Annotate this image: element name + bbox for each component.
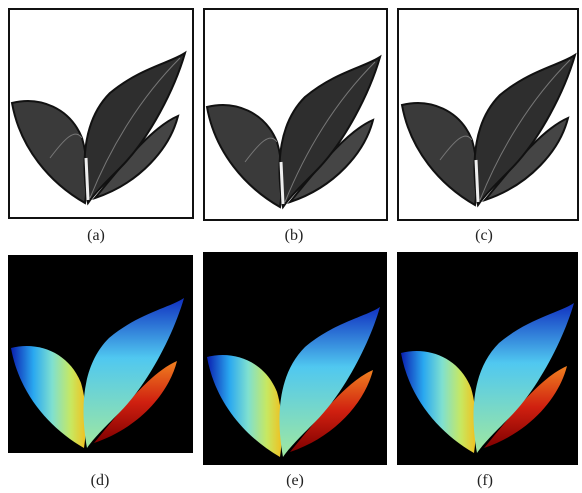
panel-label: (e) — [286, 472, 304, 489]
figure: (a) (b) (c) (d) (e) (f) — [0, 0, 582, 493]
page: {"panels": [{"label": "(a)"}, {"label": … — [0, 0, 582, 493]
panel-label: (c) — [475, 227, 493, 244]
panel-label: (d) — [91, 472, 110, 489]
panel-label: (b) — [285, 227, 304, 244]
panel-label: (f) — [477, 472, 493, 489]
panel-label: (a) — [87, 227, 105, 244]
